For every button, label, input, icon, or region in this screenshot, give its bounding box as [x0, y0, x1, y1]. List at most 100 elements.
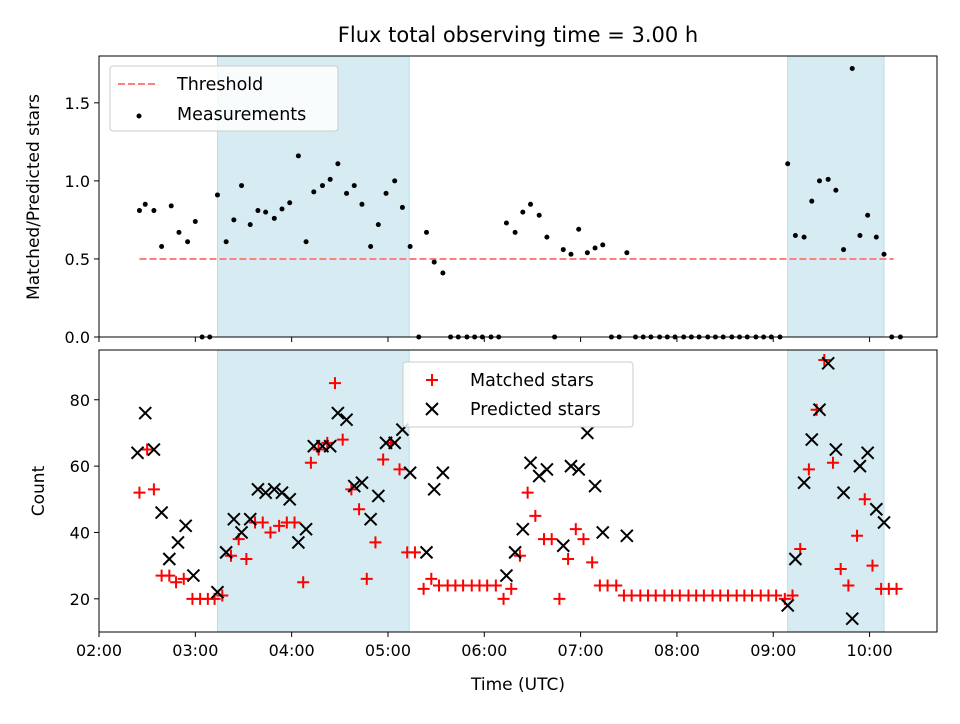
predicted-stars-point — [860, 446, 875, 460]
measurements-point — [841, 247, 847, 253]
matched-stars-point — [417, 582, 430, 595]
matched-stars-point — [562, 553, 575, 566]
predicted-stars-point — [780, 598, 795, 613]
predicted-stars-point — [508, 545, 522, 560]
x-tick-label: 07:00 — [558, 641, 604, 660]
matched-stars-point — [328, 377, 341, 390]
matched-stars-point — [297, 576, 310, 589]
matched-stars-point — [141, 443, 154, 456]
matched-stars-point — [858, 493, 871, 506]
predicted-stars-point — [805, 432, 819, 447]
measurements-point — [214, 192, 220, 198]
matched-stars-point — [393, 463, 406, 476]
measurements-point — [865, 212, 871, 218]
measurements-point — [383, 190, 389, 196]
legend-threshold-label: Threshold — [176, 75, 263, 95]
predicted-stars-point — [210, 585, 225, 599]
predicted-stars-point — [853, 459, 867, 473]
measurements-point — [185, 239, 191, 245]
ratio-legend-box — [109, 65, 339, 132]
matched-stars-point — [377, 453, 390, 466]
measurements-point — [849, 65, 855, 71]
x-tick-label: 03:00 — [172, 641, 218, 660]
matched-stars-point — [163, 569, 176, 582]
predicted-stars-point — [147, 442, 161, 457]
predicted-stars-point — [436, 466, 450, 480]
count-legend-box — [402, 361, 634, 428]
x-tick-label: 09:00 — [750, 641, 796, 660]
measurements-point — [528, 201, 534, 207]
predicted-stars-point — [243, 512, 257, 526]
measurements-point — [536, 212, 542, 218]
predicted-stars-point — [331, 406, 345, 420]
measurements-point — [785, 161, 791, 167]
matched-stars-point — [408, 546, 421, 559]
x-tick-label: 10:00 — [847, 641, 893, 660]
predicted-stars-point — [620, 529, 634, 543]
y-tick-label: 0.5 — [65, 250, 90, 269]
measurements-point — [431, 259, 437, 265]
matched-stars-point — [133, 486, 146, 499]
predicted-stars-point — [427, 482, 441, 497]
predicted-stars-point — [219, 545, 233, 560]
matched-stars-point — [177, 572, 190, 585]
predicted-stars-point — [234, 525, 249, 540]
predicted-stars-point — [371, 489, 386, 503]
matched-stars-point — [489, 579, 502, 592]
predicted-stars-point — [596, 525, 610, 540]
matched-stars-point — [521, 486, 534, 499]
x-tick-label: 05:00 — [365, 641, 411, 660]
predicted-stars-point — [186, 568, 201, 583]
count-panel: 20 40 60 80 02:00 03:00 04:00 05:00 06:00 07:00 0… — [29, 349, 938, 695]
legend-matched-label: Matched stars — [470, 371, 594, 391]
measurements-point — [295, 153, 301, 159]
predicted-stars-point — [154, 505, 169, 520]
matched-stars-point — [147, 483, 160, 496]
matched-stars-point — [529, 509, 542, 522]
matched-stars-point — [610, 579, 623, 592]
x-tick-label: 06:00 — [461, 641, 507, 660]
legend-measurements-swatch — [136, 113, 142, 119]
y-tick-label: 1.0 — [65, 172, 90, 191]
measurements-point — [407, 243, 413, 249]
measurements-point — [873, 234, 879, 240]
ratio-legend: Threshold Measurements — [109, 65, 339, 132]
matched-stars-point — [569, 523, 582, 536]
count-legend: Matched stars Predicted stars — [402, 361, 634, 428]
matched-stars-point — [834, 562, 847, 575]
predicted-stars-point — [419, 545, 434, 560]
matched-stars-point — [288, 516, 301, 529]
measurements-point — [255, 208, 261, 214]
matched-stars-point — [890, 582, 903, 595]
predicted-stars-point — [540, 462, 554, 477]
measurements-point — [440, 270, 446, 276]
measurements-point — [271, 215, 277, 221]
measurements-point — [223, 239, 229, 245]
predicted-stars-point — [178, 519, 193, 533]
y-tick-label: 80 — [70, 391, 90, 410]
measurements-point — [335, 161, 341, 167]
measurements-point — [151, 208, 157, 214]
matched-stars-point — [842, 579, 855, 592]
measurements-point — [311, 189, 317, 195]
measurements-point — [351, 183, 357, 189]
measurements-point — [279, 206, 285, 212]
observing-interval-2 — [787, 55, 885, 338]
predicted-stars-point — [162, 552, 177, 566]
measurements-point — [344, 190, 350, 196]
predicted-stars-point — [836, 485, 851, 500]
x-tick-label: 02:00 — [76, 641, 122, 660]
measurements-point — [584, 250, 590, 256]
y-tick-label: 40 — [70, 523, 90, 542]
matched-stars-point — [273, 519, 286, 532]
matched-stars-point — [369, 536, 382, 549]
measurements-point — [881, 251, 887, 257]
predicted-stars-point — [339, 412, 354, 427]
measurements-point — [247, 222, 253, 228]
legend-matched-swatch — [426, 374, 438, 386]
y-tick-label: 60 — [70, 457, 90, 476]
ratio-panel: 0.0 0.5 1.0 1.5 Matched/Predicted stars Thr… — [24, 55, 938, 347]
measurements-point — [576, 226, 582, 232]
predicted-stars-point — [251, 482, 265, 497]
predicted-stars-point — [797, 475, 811, 490]
